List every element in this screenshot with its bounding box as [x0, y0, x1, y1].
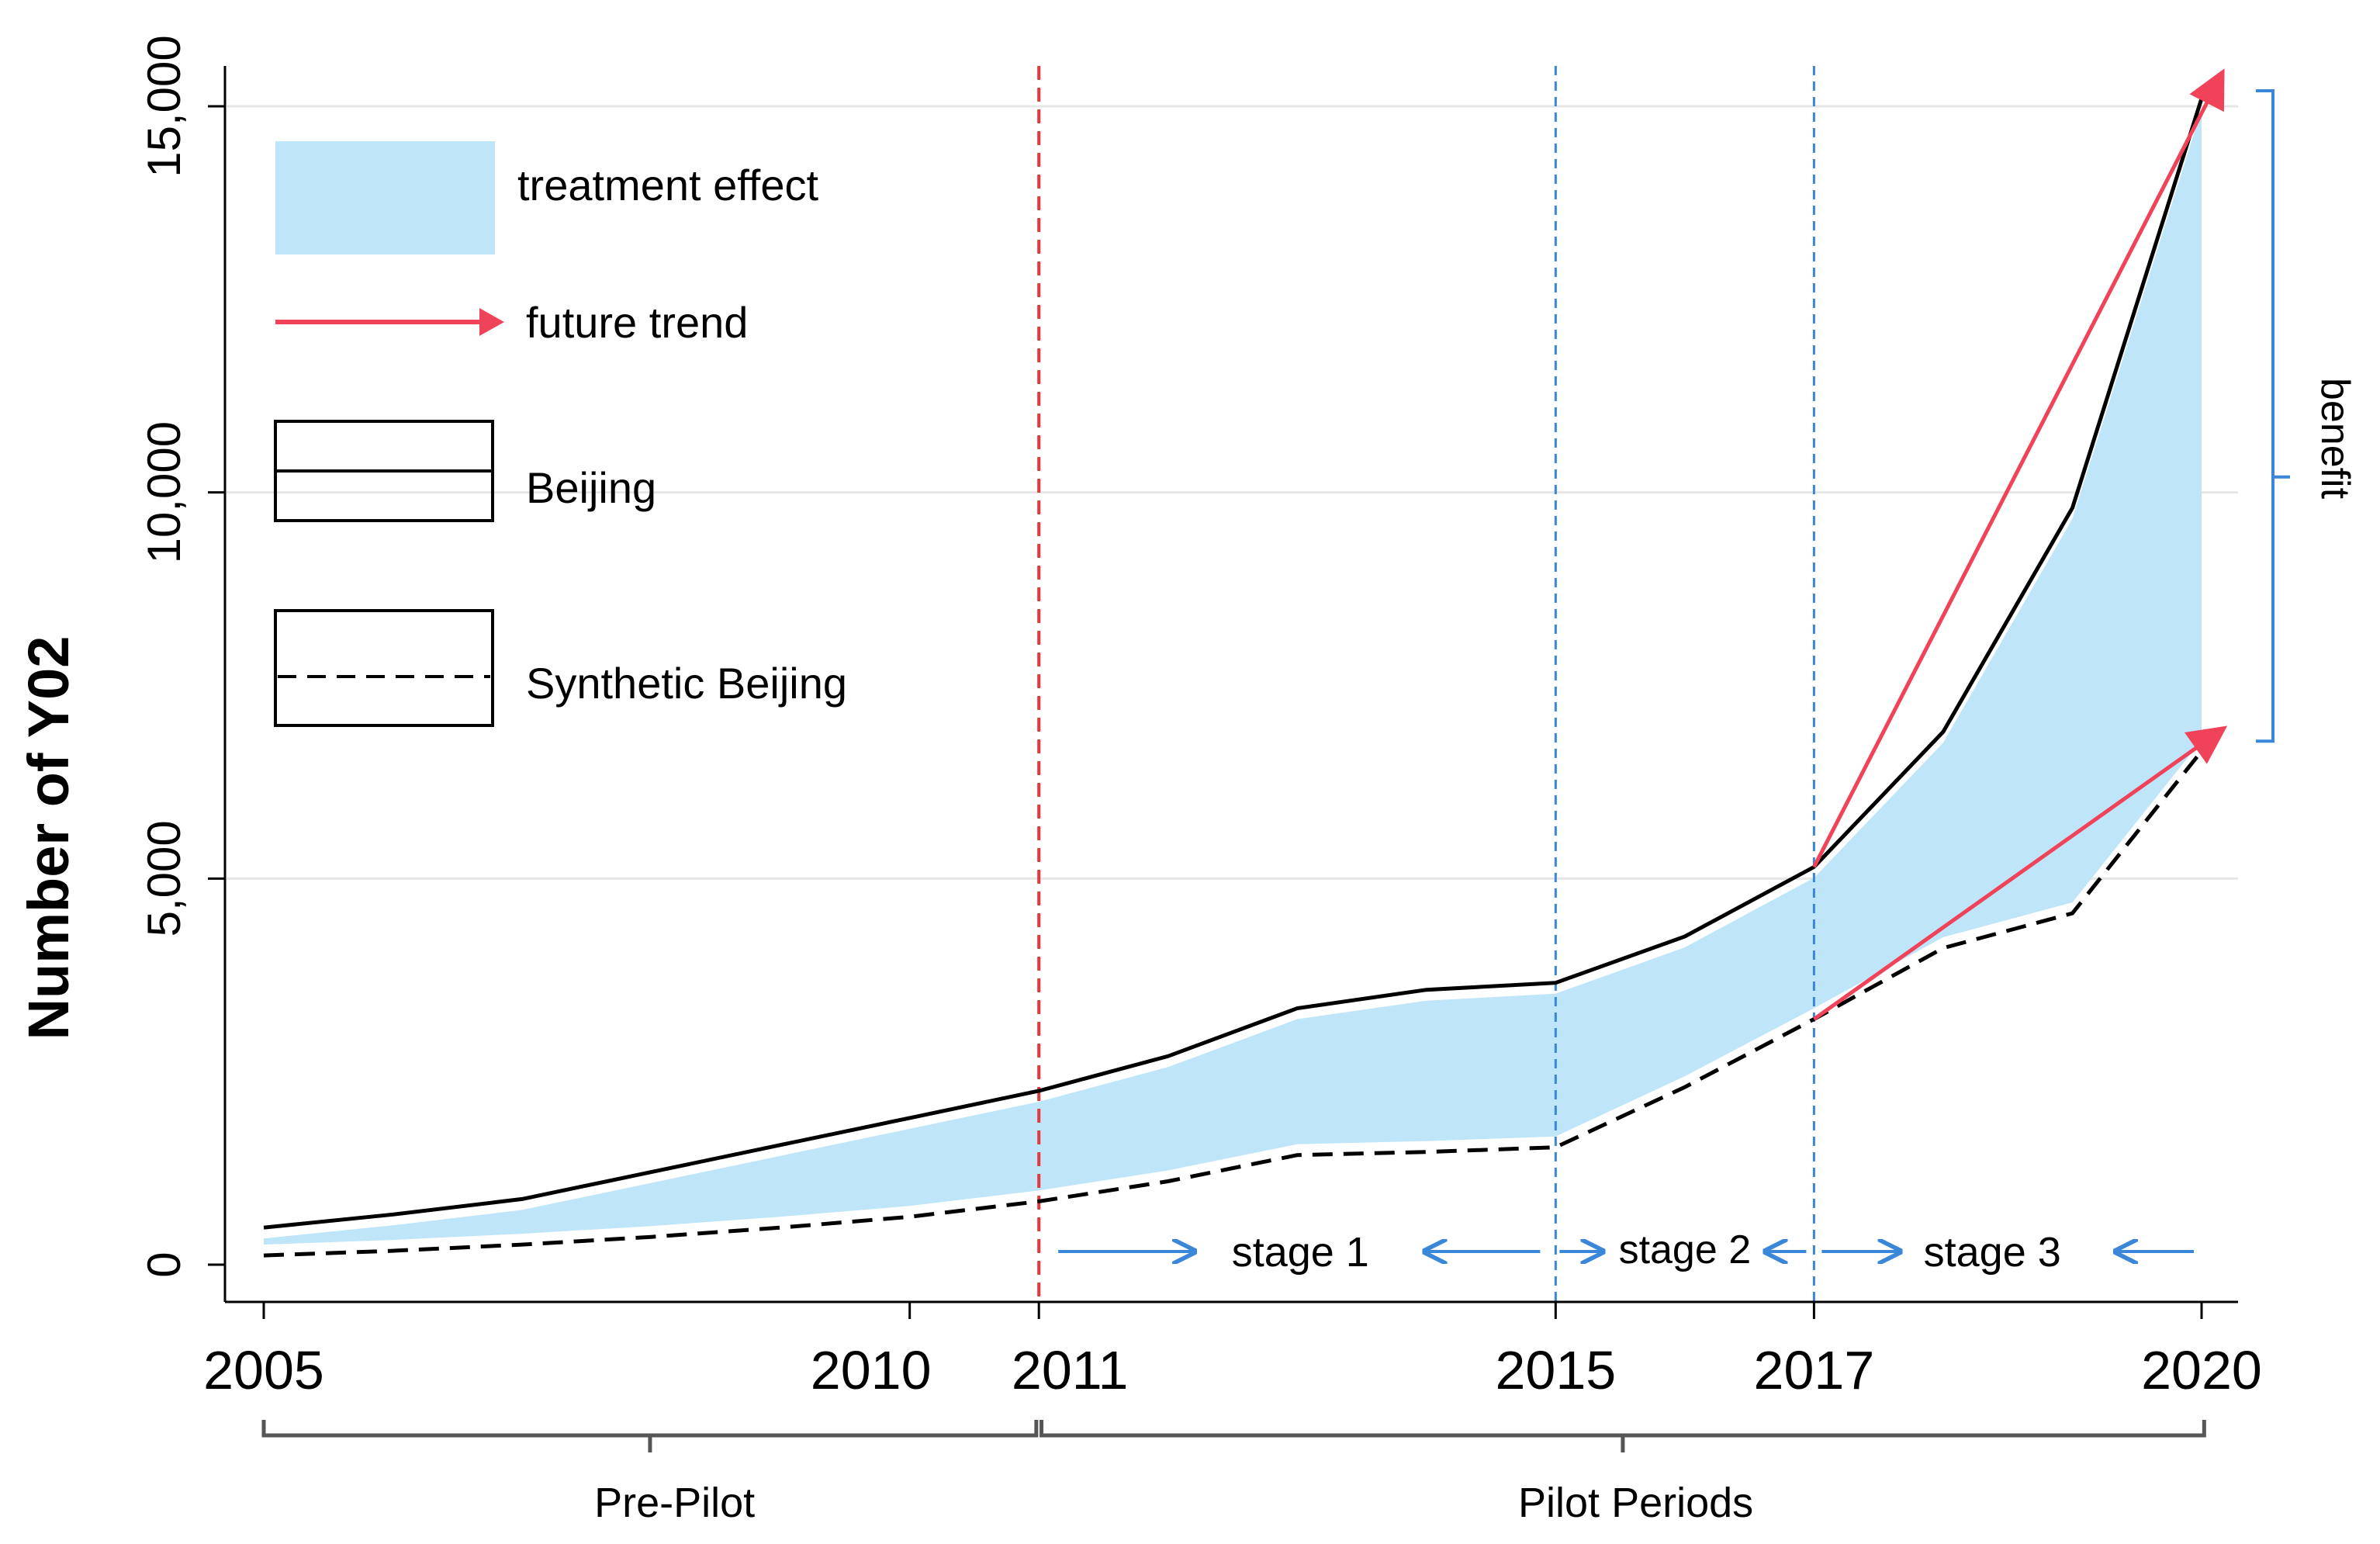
future-trend-arrows — [1812, 68, 2228, 1021]
legend: treatment effect future trend Beijing Sy… — [274, 141, 847, 727]
treatment-effect-area — [264, 109, 2202, 1245]
legend-swatch-future-trend-arrowhead — [479, 308, 504, 336]
vertical-reference-lines — [1037, 66, 1815, 1302]
x-axis-ticks: 2005 2010 2011 2015 2017 2020 — [203, 1302, 2262, 1400]
beijing-line — [263, 98, 2204, 1230]
x-tick-label-2: 2011 — [1012, 1340, 1129, 1400]
stage-3-label: stage 3 — [1924, 1229, 2061, 1276]
pilot-periods-label: Pilot Periods — [1518, 1480, 1753, 1526]
benefit-bracket-path — [2256, 89, 2290, 743]
x-tick-label-4: 2017 — [1754, 1340, 1875, 1400]
future-trend-arrow-2 — [1812, 725, 2228, 1021]
period-brackets — [261, 1420, 2206, 1452]
benefit-bracket — [2256, 89, 2290, 743]
pre-pilot-bracket — [261, 1420, 1039, 1438]
legend-swatch-synthetic-box — [274, 609, 494, 727]
legend-label-treatment-effect: treatment effect — [517, 161, 819, 209]
y-axis-ticks: 0 5,000 10,000 15,000 — [138, 35, 225, 1278]
benefit-label: benefit — [2313, 378, 2358, 500]
y-tick-label-1: 5,000 — [138, 820, 190, 936]
synthetic-beijing-line — [263, 749, 2203, 1258]
pilot-periods-bracket — [1040, 1420, 2206, 1438]
pre-pilot-label: Pre-Pilot — [594, 1480, 755, 1526]
stage-1-label: stage 1 — [1232, 1229, 1369, 1276]
x-tick-label-5: 2020 — [2141, 1340, 2262, 1400]
y-tick-label-3: 15,000 — [138, 35, 190, 178]
legend-label-future-trend: future trend — [526, 298, 748, 347]
x-tick-label-1: 2010 — [811, 1340, 932, 1400]
legend-label-beijing: Beijing — [526, 463, 656, 512]
y-tick-label-0: 0 — [138, 1251, 190, 1277]
x-tick-label-0: 2005 — [203, 1340, 324, 1400]
legend-swatch-treatment-effect — [275, 141, 495, 254]
x-tick-label-3: 2015 — [1495, 1340, 1616, 1400]
y-tick-label-2: 10,000 — [138, 421, 190, 564]
legend-label-synthetic-beijing: Synthetic Beijing — [526, 659, 847, 708]
stage-2-label: stage 2 — [1619, 1227, 1752, 1272]
future-trend-arrow-1 — [1812, 68, 2225, 868]
y-axis-label: Number of Y02 — [16, 636, 81, 1040]
